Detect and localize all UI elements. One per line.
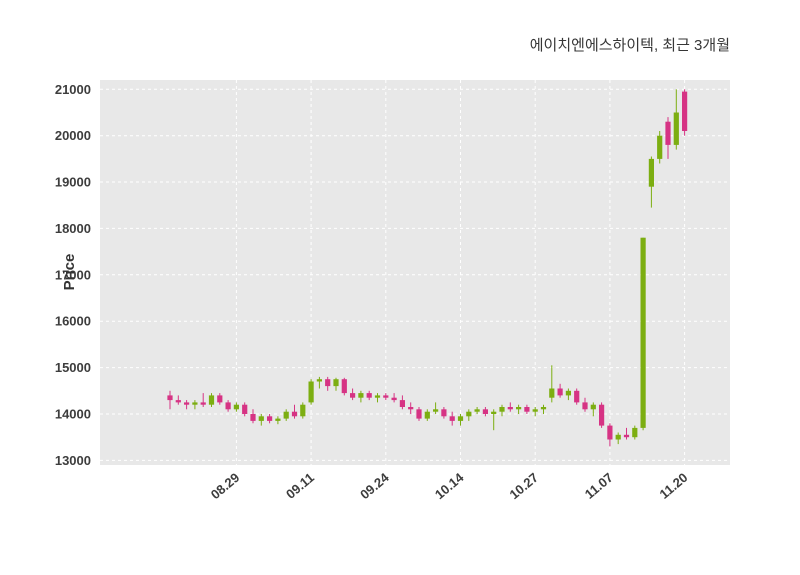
y-tick-label: 20000 [55, 128, 91, 143]
candle-body [333, 379, 339, 387]
candle-body [408, 407, 414, 410]
candle-body [275, 418, 281, 421]
candle-body [673, 112, 679, 145]
y-axis-label: Price [61, 254, 78, 291]
candle-body [648, 158, 654, 187]
candle-body [167, 395, 173, 401]
candle-body [225, 402, 231, 410]
candle-body [316, 379, 322, 382]
y-tick-label: 16000 [55, 314, 91, 329]
candle-body [325, 379, 331, 387]
candle-body [192, 402, 198, 405]
candle-body [233, 404, 239, 410]
candle-body [516, 407, 522, 410]
x-tick-label: 10.14 [432, 469, 467, 502]
x-tick-label: 11.20 [657, 470, 691, 502]
y-tick-label: 21000 [55, 82, 91, 97]
candle-body [582, 402, 588, 410]
candle-body [607, 425, 613, 440]
candle-body [474, 409, 480, 412]
candle-body [424, 411, 430, 419]
candle-body [300, 404, 306, 417]
y-tick-label: 18000 [55, 221, 91, 236]
candle-body [441, 409, 447, 417]
candle-body [665, 121, 671, 145]
candle-body [599, 404, 605, 426]
candle-body [374, 395, 381, 398]
candle-body [507, 407, 513, 410]
x-tick-label: 08.29 [208, 470, 243, 502]
candle-body [267, 416, 273, 421]
candle-body [466, 411, 472, 417]
chart-title: 에이치엔에스하이텍, 최근 3개월 [530, 37, 730, 54]
candle-body [258, 416, 264, 421]
candle-body [499, 407, 505, 412]
candle-body [449, 416, 455, 421]
candle-body [208, 395, 215, 405]
candle-body [250, 414, 256, 421]
candle-body [549, 388, 555, 398]
candle-body [524, 407, 530, 412]
x-tick-label: 10.27 [507, 470, 542, 502]
x-tick-label: 09.11 [283, 470, 317, 502]
candle-body [399, 400, 405, 407]
candle-body [242, 404, 248, 414]
candle-body [391, 397, 397, 401]
candle-body [457, 416, 464, 421]
candle-body [341, 379, 347, 394]
candle-body [574, 390, 580, 403]
candle-body [383, 395, 389, 398]
candle-body [358, 393, 364, 398]
candle-body [350, 393, 356, 398]
candle-body [615, 434, 621, 440]
plot-area: 13000 14000 15000 16000 17000 18000 19000 20000… [55, 80, 730, 502]
candle-body [565, 390, 571, 396]
candle-body [416, 409, 422, 419]
candle-body [200, 402, 206, 405]
candle-body [632, 427, 638, 438]
candle-body [217, 395, 223, 403]
y-tick-label: 19000 [55, 175, 91, 190]
candle-body [291, 411, 298, 417]
candle-body [540, 407, 547, 410]
plot-background [100, 80, 730, 465]
candle-body [308, 381, 314, 403]
x-tick-label: 09.24 [357, 469, 392, 502]
candle-body [283, 411, 289, 419]
candle-body [482, 409, 488, 414]
candle-body [590, 404, 596, 410]
candle-body [366, 393, 372, 398]
y-tick-label: 14000 [55, 407, 91, 422]
candle-body [433, 409, 439, 412]
x-tick-label: 11.07 [582, 470, 616, 502]
candle-body [175, 400, 181, 403]
y-tick-label: 17000 [55, 267, 91, 282]
candle-body [532, 409, 538, 412]
candle-body [640, 237, 646, 428]
candle-body [184, 402, 190, 405]
candle-body [623, 434, 630, 438]
y-tick-label: 15000 [55, 360, 91, 375]
candle-body [491, 411, 497, 414]
candle-body [682, 91, 688, 131]
y-tick-label: 13000 [55, 453, 91, 468]
candle-body [557, 388, 563, 396]
candle-body [657, 135, 663, 159]
